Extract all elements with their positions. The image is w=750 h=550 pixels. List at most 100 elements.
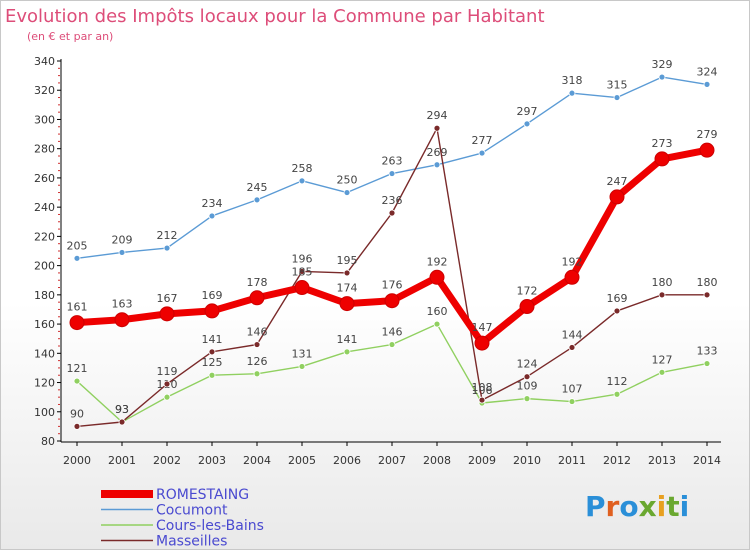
legend-label-romestaing: ROMESTAING	[156, 487, 249, 503]
data-point-cocumont	[343, 189, 351, 196]
data-label-cocumont: 258	[292, 162, 313, 175]
data-point-cocumont	[73, 254, 81, 262]
data-label-cours-les-bains: 107	[562, 383, 583, 396]
data-label-cocumont: 277	[472, 134, 493, 147]
y-tick-label: 160	[34, 318, 55, 331]
y-tick-label: 260	[34, 172, 55, 185]
data-point-romestaing	[699, 142, 715, 158]
data-point-masseilles	[388, 209, 396, 217]
y-tick-label: 80	[41, 435, 55, 448]
data-point-cocumont	[163, 244, 171, 252]
data-label-cours-les-bains: 127	[652, 353, 673, 366]
data-point-masseilles	[118, 418, 126, 426]
y-tick-label: 240	[34, 201, 55, 214]
axes: 80 100 120 140 160 180 200 220 240 260 280 300 320 34…	[34, 55, 721, 467]
data-point-cocumont	[253, 196, 261, 204]
data-label-romestaing: 172	[517, 285, 538, 298]
x-tick-label: 2005	[288, 454, 316, 467]
chart-subtitle: (en € et par an)	[27, 30, 113, 43]
data-point-romestaing	[474, 335, 490, 351]
y-tick-label: 340	[34, 55, 55, 68]
data-label-masseilles: 146	[247, 326, 268, 339]
x-tick-label: 2009	[468, 454, 496, 467]
svg-text:Proxiti: Proxiti	[585, 490, 689, 523]
data-label-masseilles: 180	[652, 276, 673, 289]
data-point-cours-les-bains	[163, 393, 171, 401]
data-point-cours-les-bains	[253, 370, 261, 378]
data-label-cocumont: 250	[337, 174, 358, 187]
data-point-romestaing	[339, 296, 355, 312]
data-label-cours-les-bains: 106	[472, 384, 493, 397]
legend-label-cours-les-bains: Cours-les-Bains	[156, 518, 264, 534]
data-point-masseilles	[208, 348, 216, 356]
data-label-cours-les-bains: 121	[67, 362, 88, 375]
data-label-masseilles: 180	[697, 276, 718, 289]
data-point-romestaing	[294, 280, 310, 296]
data-label-romestaing: 176	[382, 279, 403, 292]
data-label-masseilles: 294	[427, 109, 448, 122]
data-point-cours-les-bains	[298, 363, 306, 370]
data-label-masseilles: 119	[157, 365, 178, 378]
data-point-cocumont	[208, 212, 216, 220]
data-label-romestaing: 167	[157, 292, 178, 305]
legend: ROMESTAINGCocumontCours-les-BainsMasseil…	[101, 487, 264, 549]
data-label-romestaing: 169	[202, 289, 223, 302]
data-point-cours-les-bains	[658, 368, 666, 376]
data-label-cours-les-bains: 141	[337, 333, 358, 346]
data-label-masseilles: 236	[382, 194, 403, 207]
x-tick-label: 2002	[153, 454, 181, 467]
data-point-cours-les-bains	[388, 341, 396, 348]
data-label-masseilles: 108	[472, 381, 493, 394]
data-point-masseilles	[523, 373, 531, 381]
data-label-masseilles: 93	[115, 403, 129, 416]
y-tick-label: 280	[34, 143, 55, 156]
data-point-romestaing	[564, 269, 580, 285]
data-label-cocumont: 329	[652, 58, 673, 71]
x-tick-label: 2007	[378, 454, 406, 467]
x-tick-label: 2010	[513, 454, 541, 467]
data-label-cours-les-bains: 125	[202, 356, 223, 369]
plot-area: 205 209 212 234 245 258 250 263 269 277 297 318 315 3…	[67, 58, 718, 430]
data-label-cocumont: 269	[427, 146, 448, 159]
data-point-romestaing	[384, 293, 400, 309]
data-label-cocumont: 234	[202, 197, 223, 210]
data-label-romestaing: 161	[67, 301, 88, 314]
data-point-romestaing	[159, 306, 175, 322]
data-label-romestaing: 163	[112, 298, 133, 311]
data-label-romestaing: 192	[427, 255, 448, 268]
data-label-masseilles: 195	[337, 254, 358, 267]
data-point-masseilles	[73, 422, 81, 430]
x-tick-label: 2003	[198, 454, 226, 467]
y-tick-label: 200	[34, 260, 55, 273]
data-label-cocumont: 297	[517, 105, 538, 118]
x-tick-label: 2008	[423, 454, 451, 467]
chart-title: Evolution des Impôts locaux pour la Comm…	[5, 6, 545, 27]
proxiti-logo: Proxiti	[585, 490, 689, 523]
data-point-masseilles	[433, 124, 441, 132]
data-point-romestaing	[249, 290, 265, 306]
data-point-romestaing	[609, 189, 625, 205]
data-point-cocumont	[298, 177, 306, 185]
data-label-romestaing: 192	[562, 255, 583, 268]
data-point-masseilles	[703, 291, 711, 299]
x-tick-label: 2011	[558, 454, 586, 467]
data-label-cocumont: 245	[247, 181, 268, 194]
data-point-cours-les-bains	[703, 360, 711, 367]
y-tick-label: 220	[34, 230, 55, 243]
y-tick-label: 300	[34, 113, 55, 126]
data-point-masseilles	[568, 344, 576, 351]
legend-label-masseilles: Masseilles	[156, 534, 227, 550]
data-point-cours-les-bains	[73, 377, 81, 385]
data-label-cours-les-bains: 146	[382, 326, 403, 339]
data-point-cocumont	[433, 161, 441, 169]
data-point-masseilles	[253, 341, 261, 348]
x-tick-label: 2000	[63, 454, 91, 467]
data-point-cours-les-bains	[613, 390, 621, 398]
data-label-romestaing: 147	[472, 321, 493, 334]
data-label-cours-les-bains: 112	[607, 375, 628, 388]
data-point-cours-les-bains	[208, 371, 216, 379]
data-point-cocumont	[568, 89, 576, 97]
x-tick-label: 2014	[693, 454, 721, 467]
